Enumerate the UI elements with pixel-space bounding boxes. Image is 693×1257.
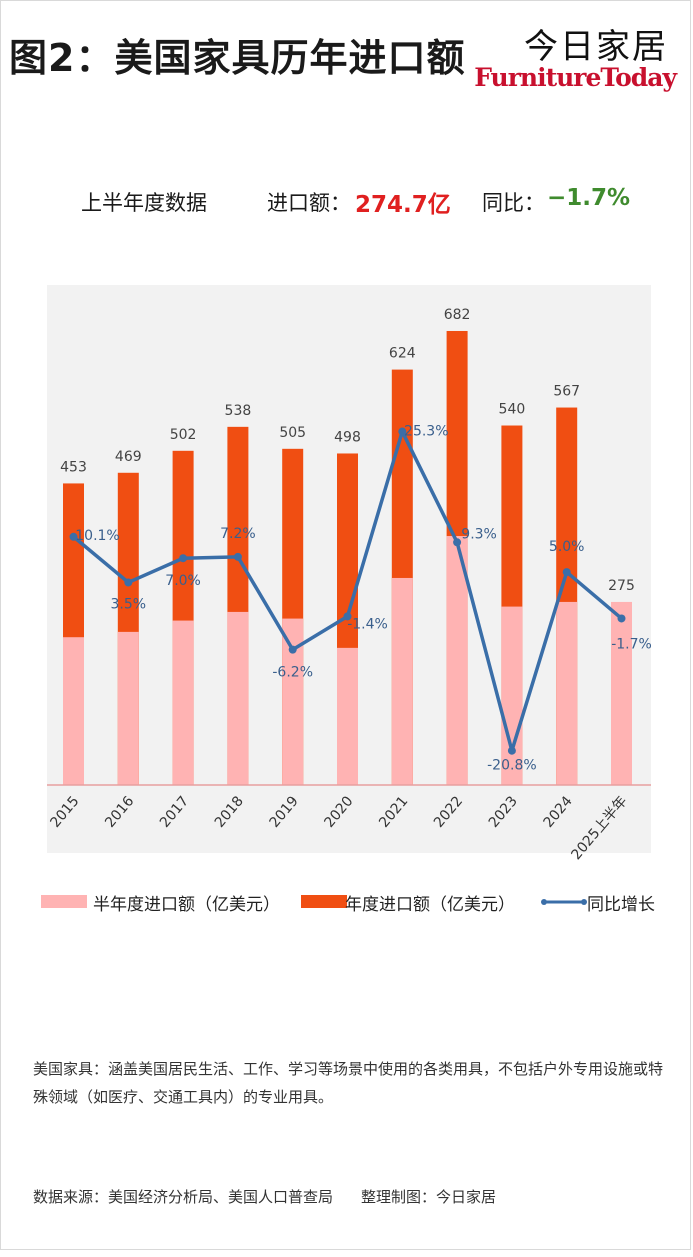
bar-half-year-2025上半年 <box>611 601 632 785</box>
yoy-label: 25.3% <box>404 424 448 440</box>
yoy-label: 3.5% <box>111 596 147 612</box>
definition-note: 美国家具：涵盖美国居民生活、工作、学习等场景中使用的各类用具，不包括户外专用设施… <box>33 1060 664 1106</box>
bar-value-label: 275 <box>608 578 635 594</box>
legend-swatch-half-year <box>41 895 87 908</box>
bar-half-year-2019 <box>282 618 304 785</box>
yoy-point-2023 <box>507 746 516 755</box>
yoy-point-2021 <box>398 427 407 436</box>
yoy-point-2015 <box>69 532 78 541</box>
yoy-label: 10.1% <box>75 528 119 544</box>
summary-import-label: 进口额： <box>267 191 351 215</box>
brand-logo-cn: 今日家居 <box>524 27 668 67</box>
bar-value-label: 469 <box>115 449 142 465</box>
bar-half-year-2018 <box>227 611 249 785</box>
yoy-label: -20.8% <box>487 758 537 774</box>
yoy-point-2025上半年 <box>617 614 626 623</box>
bar-value-label: 502 <box>170 427 197 443</box>
bar-value-label: 682 <box>444 307 471 323</box>
bar-value-label: 624 <box>389 346 416 362</box>
yoy-label: -1.7% <box>611 636 652 652</box>
legend-swatch-annual <box>301 895 347 908</box>
bar-value-label: 498 <box>334 429 361 445</box>
bar-half-year-2022 <box>446 536 468 785</box>
bar-half-year-2024 <box>556 601 578 785</box>
yoy-label: -6.2% <box>272 665 313 681</box>
yoy-point-2018 <box>233 552 242 561</box>
bar-value-label: 567 <box>553 384 580 400</box>
yoy-label: 9.3% <box>461 526 497 542</box>
yoy-point-2016 <box>124 578 133 587</box>
legend-label-half-year: 半年度进口额（亿美元） <box>93 895 280 915</box>
chart-legend: 半年度进口额（亿美元） 年度进口额（亿美元） 同比增长 <box>1 889 693 919</box>
bar-half-year-2021 <box>391 577 413 785</box>
bar-value-label: 540 <box>499 402 526 418</box>
bar-half-year-2016 <box>117 631 139 785</box>
legend-label-annual: 年度进口额（亿美元） <box>345 895 515 915</box>
summary-yoy-label: 同比： <box>482 191 545 215</box>
bar-half-year-2017 <box>172 620 194 785</box>
summary-yoy-value: −1.7% <box>547 185 631 211</box>
yoy-label: 5.0% <box>549 539 585 555</box>
source-text: 数据来源：美国经济分析局、美国人口普查局 <box>33 1188 334 1206</box>
bar-half-year-2015 <box>63 637 84 785</box>
yoy-point-2020 <box>343 612 352 621</box>
maker-text: 整理制图：今日家居 <box>361 1188 497 1206</box>
summary-import-value: 274.7亿 <box>355 192 451 218</box>
bar-value-label: 453 <box>60 459 87 475</box>
summary-label: 上半年度数据 <box>81 191 207 215</box>
yoy-point-2024 <box>562 568 571 577</box>
brand-logo-en: FurnitureToday <box>474 63 677 92</box>
yoy-label: 7.2% <box>220 526 256 542</box>
legend-line-yoy-icon <box>541 899 587 905</box>
bar-value-label: 538 <box>225 403 252 419</box>
yoy-label: 7.0% <box>165 573 201 589</box>
yoy-point-2019 <box>288 645 297 654</box>
legend-label-yoy: 同比增长 <box>587 895 655 915</box>
bar-half-year-2023 <box>501 606 523 785</box>
half-year-summary: 上半年度数据 进口额： 274.7亿 同比： −1.7% <box>1 185 693 223</box>
yoy-point-2017 <box>179 554 188 563</box>
yoy-label: -1.4% <box>347 616 388 632</box>
yoy-point-2022 <box>453 538 462 547</box>
bar-value-label: 505 <box>279 425 306 441</box>
source-line: 数据来源：美国经济分析局、美国人口普查局 整理制图：今日家居 <box>33 1186 673 1207</box>
bar-half-year-2020 <box>337 647 358 785</box>
page-title: 图2：美国家具历年进口额 <box>9 36 466 80</box>
